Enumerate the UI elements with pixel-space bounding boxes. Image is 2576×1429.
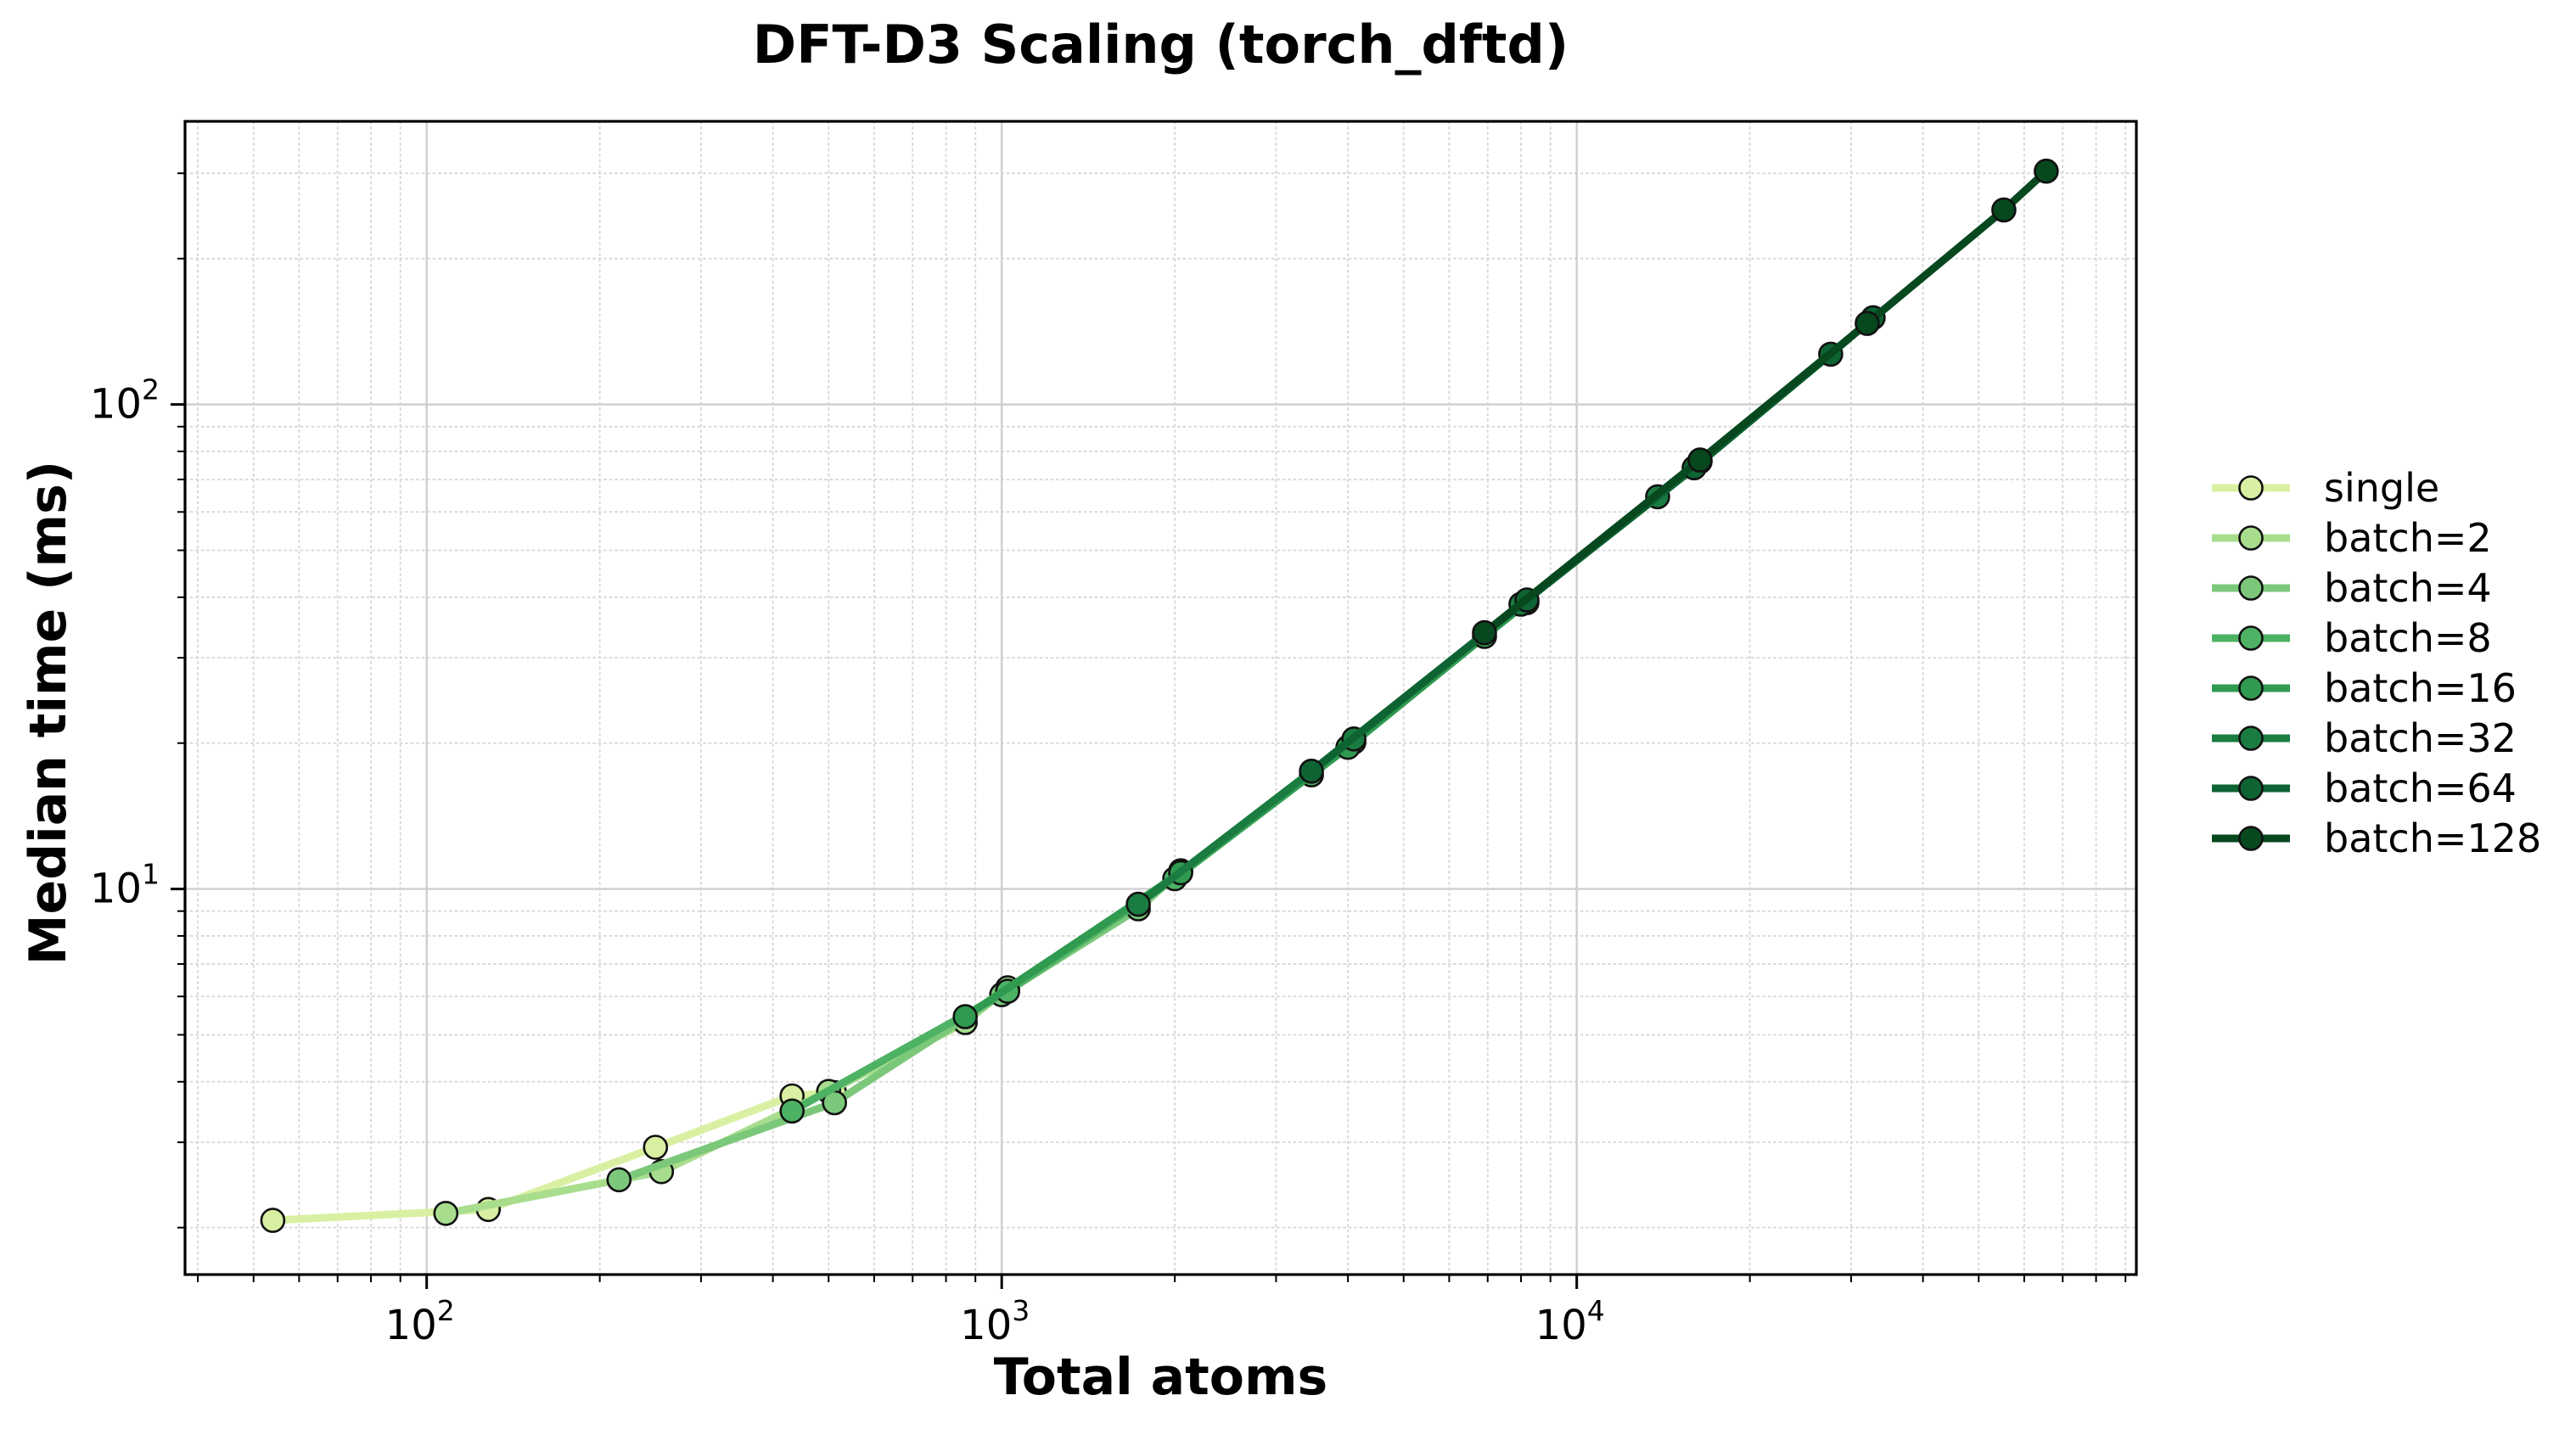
- data-point-marker: [1855, 311, 1880, 336]
- legend-item-label: batch=8: [2324, 614, 2492, 661]
- data-point-marker: [433, 1201, 459, 1226]
- legend-item-label: batch=2: [2324, 514, 2492, 561]
- legend-item: batch=4: [2208, 563, 2541, 613]
- legend-item: batch=16: [2208, 663, 2541, 713]
- data-point-marker: [1687, 447, 1713, 473]
- legend-item: batch=128: [2208, 813, 2541, 863]
- legend-marker-icon: [2212, 775, 2290, 801]
- legend-marker-icon: [2212, 725, 2290, 751]
- series-batch=4: [606, 858, 1193, 1193]
- legend-marker-icon: [2212, 625, 2290, 651]
- legend-item-label: batch=4: [2324, 564, 2492, 611]
- data-point-marker: [260, 1208, 286, 1233]
- legend-item-label: batch=32: [2324, 714, 2517, 761]
- data-point-marker: [606, 1167, 632, 1193]
- legend-item: batch=64: [2208, 763, 2541, 813]
- chart-title: DFT-D3 Scaling (torch_dftd): [752, 14, 1569, 76]
- series-line: [268, 1089, 839, 1224]
- legend-item-label: batch=128: [2324, 815, 2542, 861]
- series-single: [260, 1079, 848, 1233]
- y-tick-label: 102: [90, 373, 160, 429]
- data-point-marker: [779, 1098, 805, 1124]
- legend-item-label: single: [2324, 464, 2440, 511]
- data-point-marker: [1472, 619, 1497, 646]
- legend-item-label: batch=16: [2324, 664, 2517, 711]
- major-grid: [185, 121, 2136, 1275]
- x-tick-label: 104: [1535, 1294, 1605, 1349]
- legend-marker-icon: [2212, 825, 2290, 851]
- x-tick-label: 102: [385, 1294, 455, 1349]
- legend-item: single: [2208, 462, 2541, 513]
- legend-item: batch=2: [2208, 513, 2541, 563]
- y-axis-label: Median time (ms): [19, 460, 78, 966]
- series-batch=8: [779, 729, 1367, 1124]
- legend-item: batch=32: [2208, 713, 2541, 763]
- plot-frame: [183, 120, 2138, 1276]
- series-line: [1480, 167, 2051, 637]
- legend-item-label: batch=64: [2324, 765, 2517, 811]
- legend-marker-icon: [2212, 675, 2290, 701]
- legend-marker-icon: [2212, 524, 2290, 551]
- data-point-marker: [952, 1004, 978, 1029]
- series-line: [788, 738, 1358, 1115]
- legend-marker-icon: [2212, 474, 2290, 501]
- data-point-marker: [1299, 758, 1324, 784]
- series-line: [615, 866, 1185, 1184]
- legend-marker-icon: [2212, 574, 2290, 601]
- x-tick-label: 103: [960, 1294, 1030, 1349]
- legend-item: batch=8: [2208, 613, 2541, 663]
- series-batch=2: [433, 975, 1020, 1226]
- legend: single batch=2 batch=4 batch=8 batch=16 batch…: [2208, 462, 2541, 863]
- data-point-marker: [1991, 197, 2017, 223]
- series-line: [441, 983, 1012, 1218]
- data-point-marker: [1125, 891, 1151, 917]
- axis-ticks: [171, 172, 2127, 1289]
- data-point-marker: [643, 1135, 669, 1160]
- x-axis-label: Total atoms: [993, 1348, 1328, 1407]
- y-tick-label: 101: [90, 858, 160, 913]
- series-batch=128: [1472, 158, 2059, 646]
- data-point-marker: [2034, 158, 2059, 184]
- minor-grid: [184, 120, 2137, 1275]
